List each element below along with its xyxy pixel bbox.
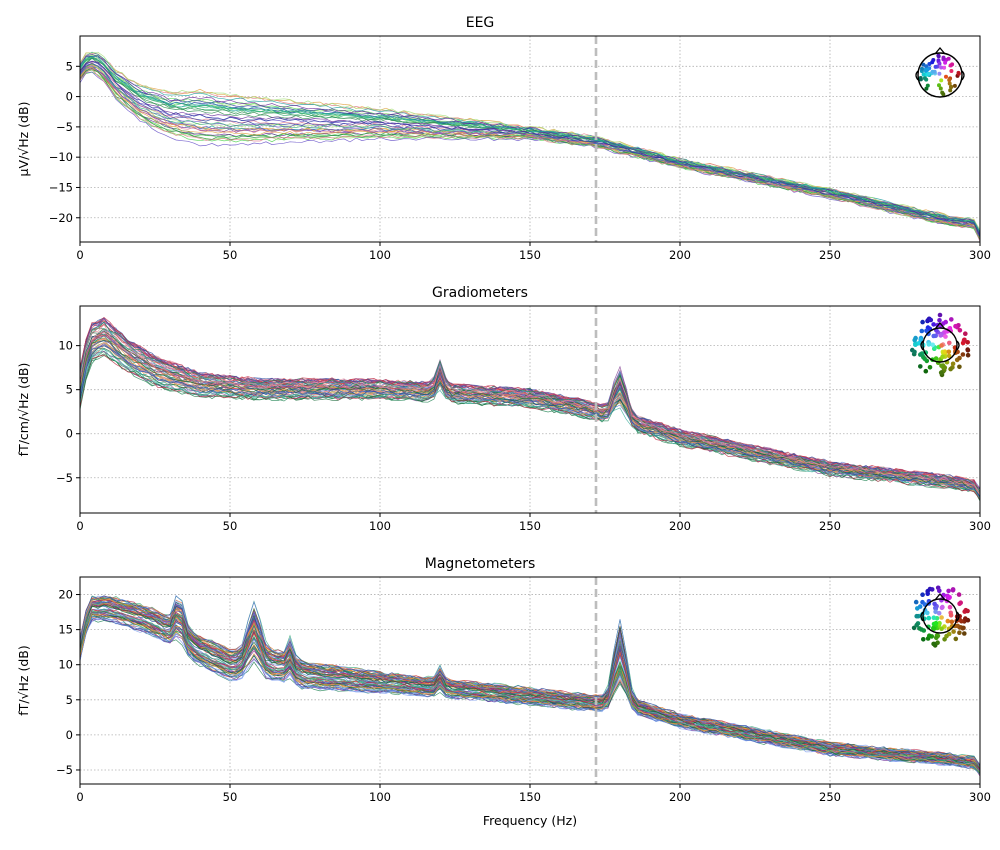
- psd-channel-line: [80, 595, 980, 766]
- panel-title: Gradiometers: [432, 285, 528, 301]
- y-tick-label: 0: [66, 90, 73, 104]
- psd-channel-line: [80, 595, 980, 765]
- panel-eeg: 0 50 100 150 200 250 30050−5−10−15−20EEGµV/√Hz…: [16, 15, 991, 262]
- x-tick-label: 100: [369, 519, 391, 533]
- y-tick-label: 5: [66, 383, 73, 397]
- psd-channel-line: [80, 595, 980, 767]
- x-tick-label: 200: [669, 790, 691, 804]
- psd-channel-line: [80, 596, 980, 766]
- y-tick-label: 0: [66, 728, 73, 742]
- x-tick-label: 150: [519, 248, 541, 262]
- psd-channel-line: [80, 598, 980, 769]
- psd-lines: [80, 316, 980, 502]
- psd-channel-line: [80, 354, 980, 500]
- psd-channel-line: [80, 348, 980, 499]
- psd-channel-line: [80, 604, 980, 771]
- psd-channel-line: [80, 347, 980, 500]
- psd-channel-line: [80, 57, 980, 236]
- psd-channel-line: [80, 68, 980, 242]
- psd-channel-line: [80, 608, 980, 770]
- y-axis-label: fT/√Hz (dB): [16, 645, 31, 715]
- y-tick-label: −15: [49, 180, 73, 194]
- x-tick-label: 300: [969, 790, 991, 804]
- psd-channel-line: [80, 321, 980, 492]
- psd-channel-line: [80, 345, 980, 497]
- y-tick-label: 10: [58, 658, 73, 672]
- x-tick-label: 50: [223, 519, 238, 533]
- psd-channel-line: [80, 54, 980, 234]
- psd-channel-line: [80, 55, 980, 233]
- psd-channel-line: [80, 52, 980, 233]
- head-grad-sensor-icon: [910, 312, 971, 378]
- x-tick-label: 0: [76, 790, 83, 804]
- y-tick-label: −5: [56, 763, 73, 777]
- x-tick-label: 50: [223, 248, 238, 262]
- x-tick-label: 300: [969, 248, 991, 262]
- x-axis-label: Frequency (Hz): [483, 813, 577, 828]
- y-tick-label: −5: [56, 120, 73, 134]
- psd-channel-line: [80, 64, 980, 237]
- panel-gradiometers: 0 50 100 150 200 250 3001050−5GradiometersfT/c…: [16, 285, 991, 533]
- psd-channel-line: [80, 52, 980, 233]
- psd-channel-line: [80, 333, 980, 495]
- psd-channel-line: [80, 601, 980, 768]
- psd-channel-line: [80, 71, 980, 242]
- x-tick-label: 100: [369, 790, 391, 804]
- y-tick-label: 5: [66, 693, 73, 707]
- x-tick-label: 250: [819, 248, 841, 262]
- psd-channel-line: [80, 51, 980, 230]
- x-tick-label: 200: [669, 248, 691, 262]
- psd-lines: [80, 51, 980, 242]
- x-tick-label: 300: [969, 519, 991, 533]
- x-tick-label: 250: [819, 519, 841, 533]
- x-tick-label: 50: [223, 790, 238, 804]
- x-tick-label: 0: [76, 519, 83, 533]
- y-tick-label: 15: [58, 623, 73, 637]
- psd-channel-line: [80, 610, 980, 773]
- y-tick-label: 5: [66, 59, 73, 73]
- panel-title: EEG: [466, 15, 495, 31]
- psd-channel-line: [80, 610, 980, 773]
- y-axis-label: µV/√Hz (dB): [16, 102, 31, 177]
- psd-channel-line: [80, 345, 980, 497]
- x-tick-label: 0: [76, 248, 83, 262]
- y-tick-label: −5: [56, 471, 73, 485]
- y-tick-label: −10: [49, 150, 73, 164]
- panel-title: Magnetometers: [425, 556, 536, 572]
- panel-magnetometers: 0 50 100 150 200 250 30020151050−5Magnetometer…: [16, 556, 991, 804]
- psd-channel-line: [80, 345, 980, 498]
- y-tick-label: −20: [49, 211, 73, 225]
- y-tick-label: 20: [58, 588, 73, 602]
- psd-channel-line: [80, 603, 980, 770]
- x-tick-label: 100: [369, 248, 391, 262]
- psd-channel-line: [80, 596, 980, 767]
- x-tick-label: 150: [519, 519, 541, 533]
- psd-channel-line: [80, 330, 980, 495]
- psd-channel-line: [80, 339, 980, 497]
- psd-channel-line: [80, 618, 980, 775]
- psd-channel-line: [80, 324, 980, 496]
- psd-channel-line: [80, 596, 980, 768]
- psd-channel-line: [80, 604, 980, 770]
- x-tick-label: 150: [519, 790, 541, 804]
- y-axis-label: fT/cm/√Hz (dB): [16, 363, 31, 457]
- psd-lines: [80, 595, 980, 777]
- x-tick-label: 200: [669, 519, 691, 533]
- psd-channel-line: [80, 63, 980, 239]
- y-tick-label: 0: [66, 427, 73, 441]
- head-mag-sensor-icon: [911, 585, 971, 648]
- y-tick-label: 10: [58, 339, 73, 353]
- psd-channel-line: [80, 595, 980, 766]
- head-eeg-sensor-icon: [915, 46, 965, 98]
- psd-channel-line: [80, 53, 980, 234]
- x-tick-label: 250: [819, 790, 841, 804]
